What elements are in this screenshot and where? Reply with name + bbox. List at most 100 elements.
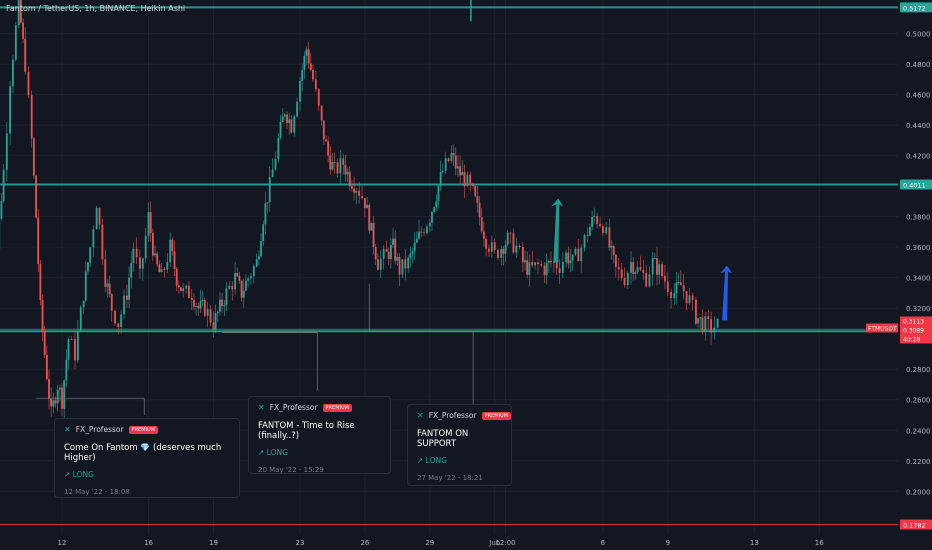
candle-body (509, 232, 512, 234)
premium-badge: PREMIUM (128, 425, 158, 434)
candle-body (433, 207, 436, 212)
candle-body (255, 259, 258, 267)
idea-title[interactable]: FANTOM ON SUPPORT (417, 429, 469, 449)
candle-body (642, 269, 645, 273)
price-marker-tag (900, 334, 932, 344)
candle-body (571, 254, 574, 261)
level-price-text: 0.5172 (903, 4, 926, 12)
candle-body (206, 309, 209, 316)
candle-body (387, 251, 390, 260)
candle-body (336, 162, 339, 174)
candle-body (283, 114, 286, 117)
candle-body (469, 174, 472, 184)
candle-body (190, 298, 193, 300)
candle-body (490, 242, 493, 252)
price-marker-tag (900, 325, 932, 335)
idea-position: ↗ LONG (64, 470, 94, 479)
time-axis-label: 6 (601, 539, 606, 547)
candle-body (558, 268, 561, 273)
idea-author[interactable]: FX_Professor (75, 425, 124, 434)
candle-body (707, 316, 710, 320)
candle-body (531, 262, 534, 266)
candle-body (252, 266, 255, 277)
idea-author[interactable]: FX_Professor (269, 403, 318, 412)
candle-body (685, 291, 688, 304)
candle-body (552, 262, 555, 264)
candle-body (675, 282, 678, 294)
candle-body (149, 212, 152, 233)
candle-body (346, 171, 349, 175)
candle-body (329, 155, 332, 170)
candle-body (173, 251, 176, 270)
candle-body (114, 310, 116, 324)
candle-body (589, 227, 591, 236)
price-axis-label: 0.3600 (906, 244, 931, 252)
price-axis-label: 0.5000 (906, 31, 931, 39)
candle-body (691, 295, 694, 300)
candle-body (670, 291, 672, 298)
candle-body (701, 317, 704, 332)
idea-date: 12 May '22 - 18:08 (64, 488, 130, 496)
candle-body (502, 249, 505, 254)
candle-body (478, 202, 481, 218)
time-axis-label: 12 (58, 539, 67, 547)
idea-card-1[interactable]: ✕ FX_Professor PREMIUM Come On Fantom 💎 … (54, 418, 240, 498)
time-axis-label: 26 (360, 539, 369, 547)
candle-body (266, 202, 269, 204)
idea-author[interactable]: FX_Professor (428, 411, 477, 420)
candle-body (175, 269, 178, 286)
time-axis-label: 13 (750, 539, 759, 547)
candle-body (447, 158, 450, 162)
price-marker-text: 40:28 (903, 336, 920, 343)
candle-body (413, 242, 416, 252)
candle-body (117, 323, 120, 328)
candle-body (372, 222, 375, 248)
candle-body (279, 121, 282, 138)
candle-body (512, 233, 515, 253)
candle-body (128, 277, 130, 300)
level-price-tag (900, 179, 932, 190)
idea-title[interactable]: Come On Fantom 💎 (deserves much Higher) (64, 443, 230, 463)
candle-body (35, 175, 37, 218)
candle-body (58, 387, 61, 390)
candle-body (214, 313, 217, 330)
candle-body (534, 262, 537, 266)
candle-body (138, 257, 141, 269)
idea-title[interactable]: FANTOM - Time to Rise (finally..?) (258, 421, 355, 441)
candle-body (569, 260, 572, 264)
candle-body (474, 186, 477, 196)
candle-body (504, 244, 507, 254)
candle-body (608, 227, 611, 248)
candle-body (63, 380, 66, 409)
candle-body (605, 227, 608, 233)
candle-body (0, 201, 3, 219)
price-marker-text: 0.3089 (903, 327, 924, 334)
candle-body (104, 259, 107, 287)
candle-body (648, 274, 651, 287)
premium-badge: PREMIUM (481, 411, 511, 420)
candle-body (344, 164, 347, 175)
time-axis-label: 12:00 (495, 539, 515, 547)
candle-body (188, 285, 190, 299)
candle-body (661, 264, 663, 276)
candle-body (262, 224, 265, 241)
candle-body (288, 119, 291, 124)
candle-body (290, 119, 293, 133)
candle-body (437, 185, 440, 202)
candle-body (225, 288, 228, 305)
price-axis-label: 0.4200 (906, 153, 931, 161)
candle-body (358, 190, 361, 196)
idea-card-3[interactable]: ✕ FX_Professor PREMIUM FANTOM ON SUPPORT… (407, 404, 512, 486)
candle-body (5, 133, 8, 170)
candle-body (634, 272, 637, 274)
candle-body (351, 185, 353, 189)
candle-body (84, 271, 87, 301)
candle-body (325, 139, 327, 142)
candle-body (314, 79, 317, 90)
candle-body (411, 251, 414, 254)
candle-body (547, 260, 550, 263)
candle-body (506, 232, 509, 245)
idea-card-2[interactable]: ✕ FX_Professor PREMIUM FANTOM - Time to … (248, 396, 391, 474)
idea-connector-line (368, 283, 474, 408)
price-axis-label: 0.2800 (906, 366, 931, 374)
